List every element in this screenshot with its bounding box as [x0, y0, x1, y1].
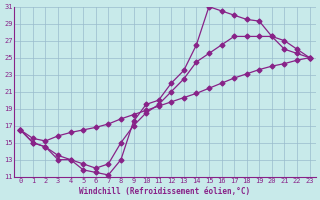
X-axis label: Windchill (Refroidissement éolien,°C): Windchill (Refroidissement éolien,°C)	[79, 187, 251, 196]
